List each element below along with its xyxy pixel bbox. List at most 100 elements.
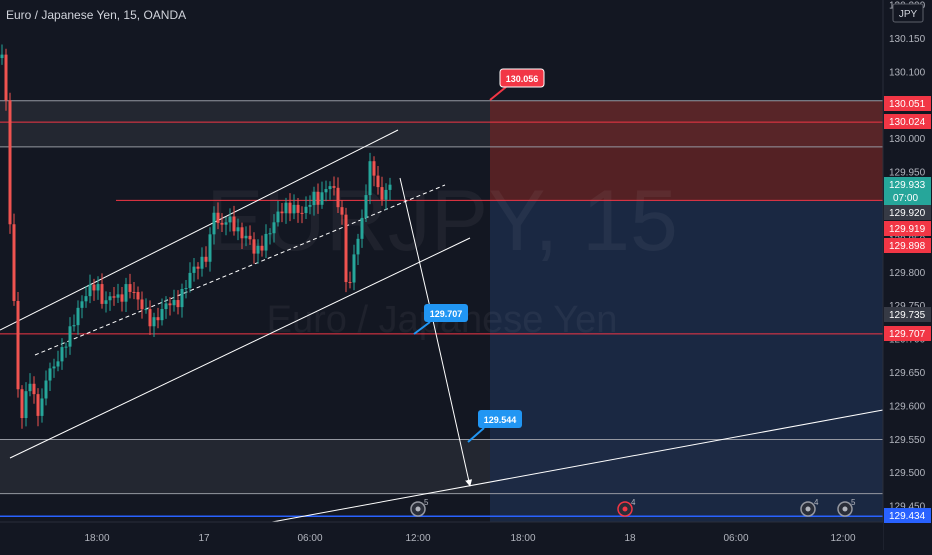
price-label-text-4: 129.919 — [889, 224, 926, 235]
price-label-3[interactable] — [884, 205, 931, 220]
currency-badge-label: JPY — [899, 9, 918, 20]
price-label-text-5: 129.898 — [889, 241, 926, 252]
candle-body — [384, 189, 388, 200]
price-label-1[interactable] — [884, 114, 931, 129]
candle-body — [68, 326, 72, 347]
candle-body — [204, 256, 208, 262]
price-label-text-0: 130.051 — [889, 99, 926, 110]
price-axis-tick: 129.750 — [889, 301, 926, 312]
candle-body — [120, 294, 124, 302]
price-label-text-2: 129.933 — [889, 180, 926, 191]
event-marker-count: 5 — [851, 498, 856, 507]
candle-body — [260, 245, 264, 251]
time-axis-tick: 18:00 — [84, 533, 109, 544]
candle-body — [64, 346, 68, 348]
candle-body — [108, 296, 112, 301]
candle-body — [92, 284, 96, 291]
candle-body — [256, 245, 260, 254]
candle-body — [216, 212, 220, 223]
price-label-0[interactable] — [884, 96, 931, 111]
candle-body — [252, 239, 256, 254]
callout-label-0: 130.056 — [506, 74, 539, 84]
callout-pointer-1 — [413, 321, 431, 335]
candle-body — [4, 54, 8, 101]
candle-body — [328, 186, 332, 190]
candle-body — [324, 189, 328, 193]
candle-body — [100, 284, 104, 304]
price-axis-tick: 129.550 — [889, 435, 926, 446]
candle-body — [380, 187, 384, 200]
candle-body — [244, 235, 248, 239]
candle-body — [0, 54, 4, 59]
candle-body — [180, 289, 184, 308]
price-callout-1[interactable] — [424, 304, 468, 322]
price-axis[interactable] — [883, 0, 932, 550]
candle-body — [52, 366, 56, 369]
event-marker-count: 4 — [814, 498, 819, 507]
candle-body — [12, 224, 16, 301]
channel-mid-line[interactable] — [34, 184, 446, 356]
candle-body — [192, 266, 196, 273]
candle-body — [248, 235, 252, 240]
time-axis-tick: 06:00 — [723, 533, 748, 544]
candle-body — [80, 301, 84, 308]
candle-body — [84, 296, 88, 302]
candle-body — [60, 347, 64, 362]
candle-body — [296, 204, 300, 213]
price-label-5[interactable] — [884, 238, 931, 253]
candle-body — [176, 300, 180, 308]
price-axis-tick: 129.950 — [889, 168, 926, 179]
callout-pointer-2 — [467, 427, 485, 443]
candle-body — [372, 161, 376, 176]
price-label-4[interactable] — [884, 221, 931, 236]
time-axis-tick: 12:00 — [830, 533, 855, 544]
channel-upper-line[interactable] — [0, 129, 399, 331]
candle-body — [340, 207, 344, 215]
candle-body — [220, 222, 224, 225]
price-axis-tick: 130.100 — [889, 67, 926, 78]
price-callout-0[interactable] — [499, 68, 545, 88]
candle-body — [36, 394, 40, 416]
time-axis[interactable] — [0, 522, 883, 550]
price-label-7[interactable] — [884, 326, 931, 341]
candle-body — [288, 202, 292, 214]
candle-body — [32, 383, 36, 395]
price-label-8[interactable] — [884, 508, 931, 523]
currency-badge[interactable] — [892, 3, 924, 23]
candles-group — [0, 44, 392, 429]
rising-trend-line[interactable] — [271, 409, 884, 523]
candle-body — [264, 233, 268, 251]
candle-body — [240, 227, 244, 239]
candle-body — [168, 303, 172, 306]
price-label-2[interactable] — [884, 177, 931, 205]
channel-lower-line[interactable] — [9, 237, 471, 459]
price-label-text-7: 129.707 — [889, 329, 926, 340]
candle-body — [136, 292, 140, 300]
price-callout-2[interactable] — [478, 410, 522, 428]
price-label-text-1: 130.024 — [889, 117, 926, 128]
candle-body — [140, 299, 144, 310]
candle-body — [128, 284, 132, 292]
candle-body — [152, 317, 156, 327]
candle-body — [212, 212, 216, 235]
event-marker-dot — [622, 506, 628, 512]
candle-body — [124, 284, 128, 302]
bar-countdown: 07:00 — [893, 193, 918, 204]
price-label-6[interactable] — [884, 307, 931, 322]
candle-body — [48, 368, 52, 381]
candle-body — [184, 288, 188, 290]
candle-body — [332, 186, 336, 188]
event-marker-count: 4 — [631, 498, 636, 507]
candle-body — [8, 100, 12, 225]
candle-body — [148, 309, 152, 327]
candle-body — [96, 284, 100, 291]
candle-body — [16, 300, 20, 390]
candle-body — [200, 256, 204, 269]
candle-body — [388, 184, 392, 190]
time-axis-tick: 12:00 — [405, 533, 430, 544]
price-label-text-3: 129.920 — [889, 208, 926, 219]
price-label-text-6: 129.735 — [889, 310, 926, 321]
candle-body — [28, 383, 32, 392]
